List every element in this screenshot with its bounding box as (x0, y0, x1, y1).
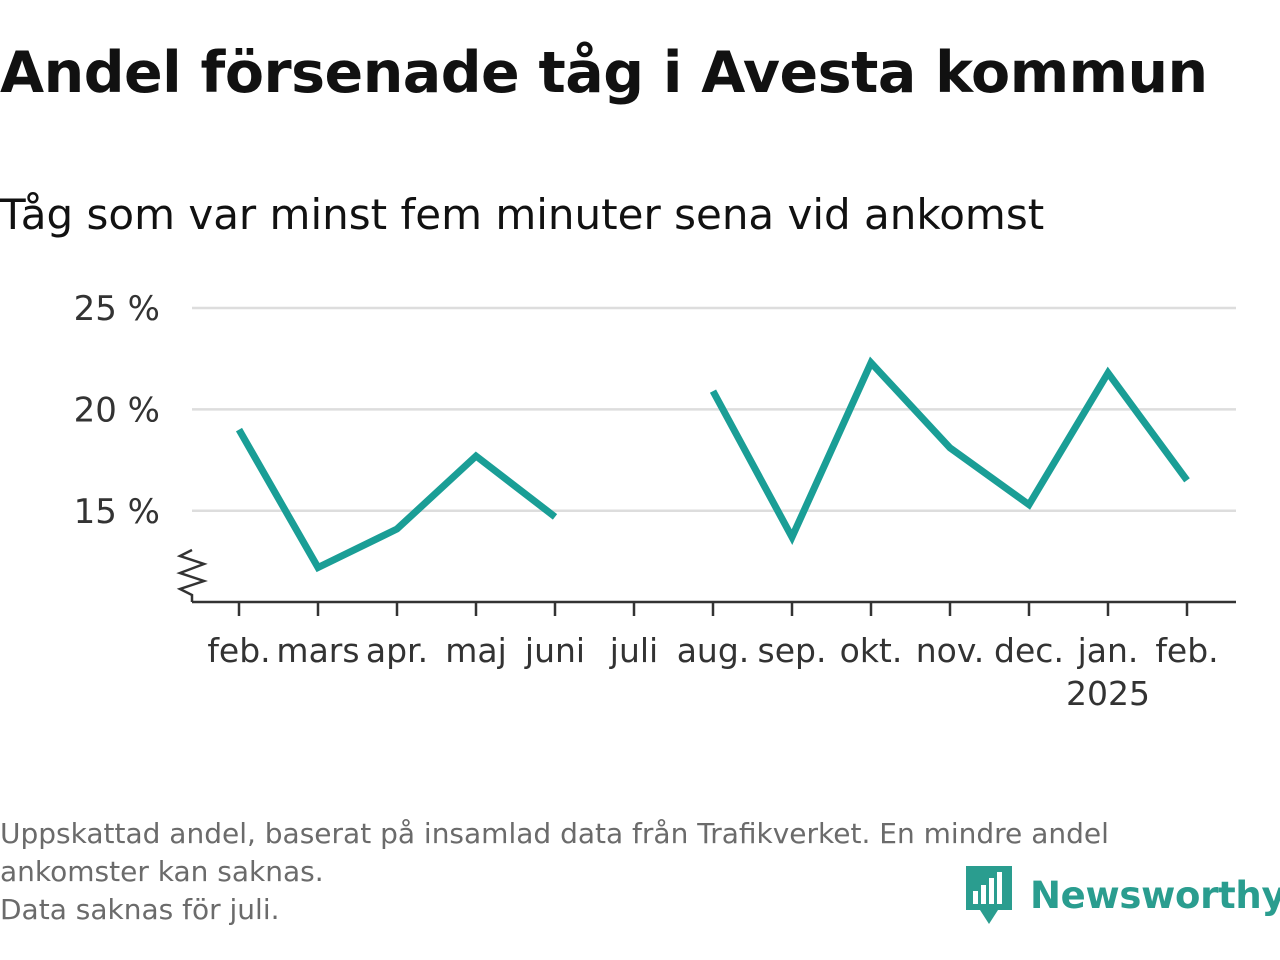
x-tick-label: feb. (207, 631, 270, 670)
footnote-line-2: ankomster kan saknas. (0, 855, 324, 888)
y-tick-label: 15 % (74, 492, 160, 532)
y-tick-label: 25 % (74, 289, 160, 329)
x-tick-label: mars (276, 631, 359, 670)
x-tick-label: nov. (916, 631, 985, 670)
x-tick-label: juli (609, 631, 658, 670)
x-tick-label: juni (524, 631, 585, 670)
footnote-line-1: Uppskattad andel, baserat på insamlad da… (0, 817, 1109, 850)
series-line-segment (235, 427, 558, 573)
x-tick-label: maj (445, 631, 507, 670)
footnote: Uppskattad andel, baserat på insamlad da… (0, 815, 1270, 929)
chart-title: Andel försenade tåg i Avesta kommun (0, 40, 1208, 106)
x-tick-label: feb. (1155, 631, 1218, 670)
newsworthy-logo-icon (966, 866, 1012, 924)
y-tick-label: 20 % (74, 390, 160, 430)
axis-break-icon (176, 548, 208, 602)
brand-logo: Newsworthy (964, 864, 1280, 926)
x-year-label: 2025 (1066, 674, 1150, 713)
x-tick-label: jan. (1077, 631, 1139, 670)
line-chart: 15 %20 %25 %feb. mars apr. maj juni juli aug. s… (74, 289, 1236, 713)
x-tick-label: aug. (677, 631, 750, 670)
x-tick-label: dec. (994, 631, 1064, 670)
x-tick-label: sep. (758, 631, 827, 670)
x-tick-label: okt. (840, 631, 903, 670)
footnote-line-3: Data saknas för juli. (0, 893, 280, 926)
brand-name: Newsworthy (1030, 873, 1280, 917)
x-tick-label: apr. (366, 631, 428, 670)
chart-subtitle: Tåg som var minst fem minuter sena vid a… (0, 190, 1045, 239)
series-line-segment (709, 356, 1190, 545)
